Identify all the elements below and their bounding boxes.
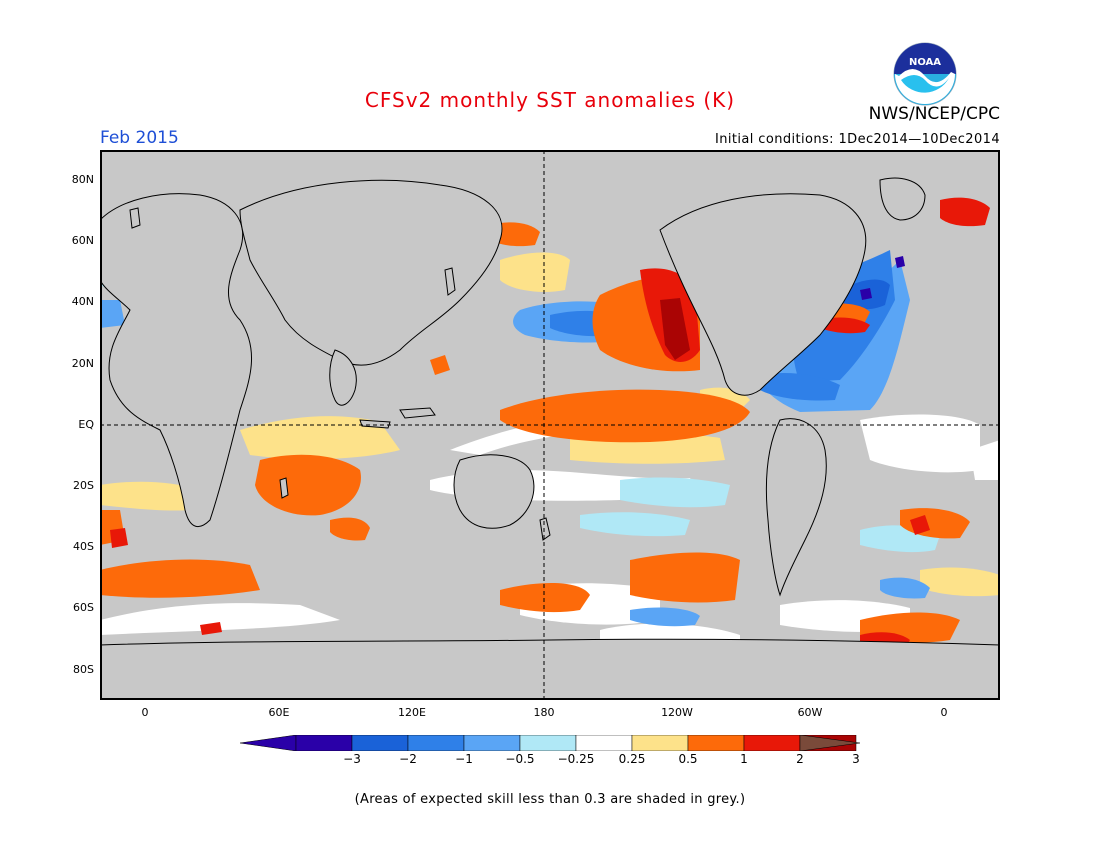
- colorbar-tick-label: −0.5: [505, 752, 535, 766]
- colorbar-cell: [687, 735, 745, 751]
- colorbar-cell: [407, 735, 465, 751]
- lat-label: 40S: [73, 540, 94, 553]
- lon-label: 60E: [268, 706, 290, 719]
- valid-month: Feb 2015: [100, 128, 179, 148]
- map-frame: [100, 150, 1000, 700]
- colorbar-tick-label: −3: [343, 752, 361, 766]
- lon-label: 0: [141, 706, 149, 719]
- colorbar-tick-label: 3: [852, 752, 860, 766]
- sst-anomaly-map: [100, 150, 1000, 700]
- chart-title: CFSv2 monthly SST anomalies (K): [364, 88, 736, 112]
- colorbar-tick-label: −2: [399, 752, 417, 766]
- colorbar-cell: [295, 735, 353, 751]
- colorbar-cell: [743, 735, 801, 751]
- lon-label: 0: [940, 706, 948, 719]
- colorbar-tick-label: 0.5: [678, 752, 698, 766]
- initial-conditions: Initial conditions: 1Dec2014—10Dec2014: [715, 132, 1000, 147]
- lat-label: 60S: [73, 601, 94, 614]
- lon-label: 180: [533, 706, 555, 719]
- land-outlines: [100, 177, 1000, 700]
- lat-label: 80N: [71, 173, 94, 186]
- lat-label: 20N: [71, 357, 94, 370]
- colorbar-cell: [463, 735, 521, 751]
- colorbar-cell: [631, 735, 689, 751]
- colorbar-cell: [351, 735, 409, 751]
- colorbar: [240, 735, 860, 751]
- svg-text:NOAA: NOAA: [909, 57, 941, 68]
- colorbar-over-arrow: [799, 735, 860, 751]
- anomaly-extreme-cool: [860, 256, 905, 300]
- colorbar-cell: [575, 735, 633, 751]
- colorbar-under-arrow: [240, 735, 297, 751]
- colorbar-tick-label: 1: [740, 752, 748, 766]
- colorbar-tick-label: −1: [455, 752, 473, 766]
- lat-label: 60N: [71, 234, 94, 247]
- colorbar-tick-label: 2: [796, 752, 804, 766]
- lat-label: EQ: [78, 418, 94, 431]
- colorbar-cell: [519, 735, 577, 751]
- lat-label: 80S: [73, 663, 94, 676]
- colorbar-tick-label: −0.25: [557, 752, 595, 766]
- noaa-logo: NOAA: [893, 42, 957, 106]
- lat-label: 40N: [71, 295, 94, 308]
- lat-label: 20S: [73, 479, 94, 492]
- lon-label: 120W: [661, 706, 693, 719]
- lon-label: 120E: [398, 706, 426, 719]
- lon-label: 60W: [797, 706, 823, 719]
- agency-label: NWS/NCEP/CPC: [868, 104, 1000, 124]
- colorbar-tick-label: 0.25: [618, 752, 646, 766]
- skill-footnote: (Areas of expected skill less than 0.3 a…: [354, 792, 746, 807]
